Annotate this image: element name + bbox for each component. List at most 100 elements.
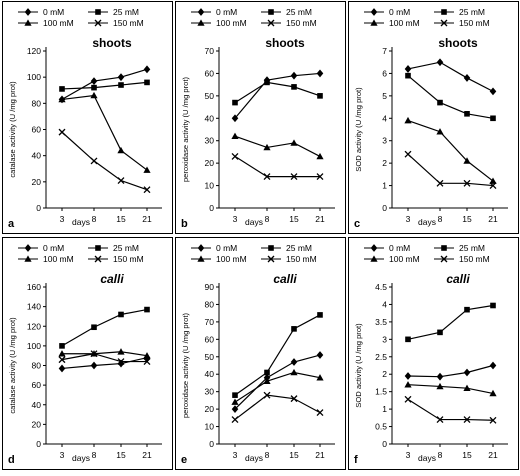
x-tick-label: 3 <box>406 214 411 224</box>
chart-title: shoots <box>265 36 305 50</box>
series-square <box>405 302 496 343</box>
y-tick-label: 0.5 <box>375 422 387 432</box>
series-square <box>59 79 150 92</box>
legend: 0 mM 25 mM 100 mM 150 mM <box>18 7 144 28</box>
legend-item: 100 mM <box>191 18 247 28</box>
data-point-stroke-b <box>436 416 444 424</box>
data-point <box>58 128 66 136</box>
series-line <box>234 394 321 421</box>
y-tick-label: 50 <box>205 352 215 362</box>
data-point <box>290 139 298 146</box>
legend-label: 0 mM <box>389 7 410 17</box>
data-point <box>117 73 125 82</box>
chart-title: shoots <box>92 36 132 50</box>
legend-marker-diamond <box>24 8 32 16</box>
data-point <box>436 372 444 381</box>
x-tick-label: 15 <box>462 450 472 460</box>
legend-label: 0 mM <box>43 7 64 17</box>
data-point <box>489 182 497 190</box>
legend-item: 100 mM <box>191 254 247 264</box>
y-tick-label: 160 <box>27 282 41 292</box>
y-axis-label: peroxidase activity (U /mg prot) <box>181 312 190 418</box>
series-line <box>407 304 494 340</box>
legend-item: 150 mM <box>261 18 317 28</box>
legend-label: 0 mM <box>216 7 237 17</box>
chart-panel-b: 0 mM 25 mM 100 mM 150 mM 0 10 20 30 40 50 60 70 3 8 15… <box>175 1 346 234</box>
series-line <box>62 351 148 357</box>
y-tick-label: 2.5 <box>375 352 387 362</box>
legend-item: 150 mM <box>261 254 317 264</box>
y-tick-label: 50 <box>205 91 215 101</box>
y-tick-label: 120 <box>27 46 41 56</box>
data-point-stroke-b <box>316 409 324 417</box>
legend-marker-triangle <box>24 255 32 262</box>
legend-item: 150 mM <box>88 18 144 28</box>
series-line <box>407 384 494 394</box>
y-axis-label: SOD activity (U /mg prot) <box>354 87 363 172</box>
y-tick-label: 60 <box>205 334 215 344</box>
x-tick-label: 8 <box>265 214 270 224</box>
data-point <box>231 114 239 123</box>
legend-item: 100 mM <box>364 254 420 264</box>
data-point <box>317 93 323 99</box>
x-tick-label: 8 <box>92 450 97 460</box>
panel-letter: c <box>354 218 360 230</box>
y-tick-label: 20 <box>205 404 215 414</box>
y-tick-label: 3.5 <box>375 317 387 327</box>
data-point-stroke-b <box>263 391 271 399</box>
y-tick-label: 1 <box>382 181 387 191</box>
legend-label: 25 mM <box>459 243 485 253</box>
data-point <box>463 416 471 424</box>
data-point <box>404 395 412 403</box>
series-line <box>61 68 148 100</box>
legend-item: 0 mM <box>18 243 64 253</box>
series-line <box>407 153 494 187</box>
legend-marker-x <box>440 255 448 263</box>
chart-panel-a: 0 mM 25 mM 100 mM 150 mM 0 20 40 60 80 100 120 3 8 15… <box>2 1 173 234</box>
legend-label: 25 mM <box>286 243 312 253</box>
data-point <box>463 179 471 187</box>
panel-letter: d <box>8 454 15 466</box>
data-point-stroke-b <box>404 150 412 158</box>
data-point <box>436 58 444 67</box>
y-tick-label: 80 <box>32 98 42 108</box>
data-point <box>404 372 412 380</box>
series-x <box>58 350 151 366</box>
legend-item: 100 mM <box>364 18 420 28</box>
data-point <box>489 361 497 370</box>
chart-title: calli <box>446 272 470 286</box>
data-point <box>290 395 298 403</box>
y-tick-label: 60 <box>32 125 42 135</box>
x-tick-label: 8 <box>438 450 443 460</box>
y-tick-label: 40 <box>205 369 215 379</box>
data-point <box>437 99 443 106</box>
y-tick-label: 90 <box>205 282 215 292</box>
legend-item: 25 mM <box>434 243 485 253</box>
legend-label: 100 mM <box>43 254 74 264</box>
y-tick-label: 1 <box>382 404 387 414</box>
x-tick-label: 3 <box>233 214 238 224</box>
legend-marker-diamond <box>24 244 32 252</box>
data-point <box>404 150 412 158</box>
x-axis-label: days <box>72 217 90 227</box>
y-tick-label: 0 <box>209 439 214 449</box>
data-point <box>464 111 470 117</box>
legend-marker-diamond <box>370 244 378 252</box>
y-tick-label: 1.5 <box>375 387 387 397</box>
legend-marker-square <box>95 9 101 15</box>
data-point <box>489 416 497 424</box>
legend-label: 150 mM <box>459 18 490 28</box>
data-point <box>91 324 97 331</box>
y-tick-label: 0 <box>382 439 387 449</box>
legend-marker-x-stroke-b <box>267 19 275 27</box>
legend: 0 mM 25 mM 100 mM 150 mM <box>191 243 317 264</box>
data-point-stroke-b <box>436 179 444 187</box>
data-point <box>436 382 444 390</box>
data-point <box>489 177 497 184</box>
data-point <box>316 374 324 381</box>
y-axis-label: SOD activity (U /mg prot) <box>354 323 363 408</box>
x-tick-label: 3 <box>406 450 411 460</box>
legend-label: 150 mM <box>113 254 144 264</box>
legend-marker-triangle <box>24 19 32 26</box>
